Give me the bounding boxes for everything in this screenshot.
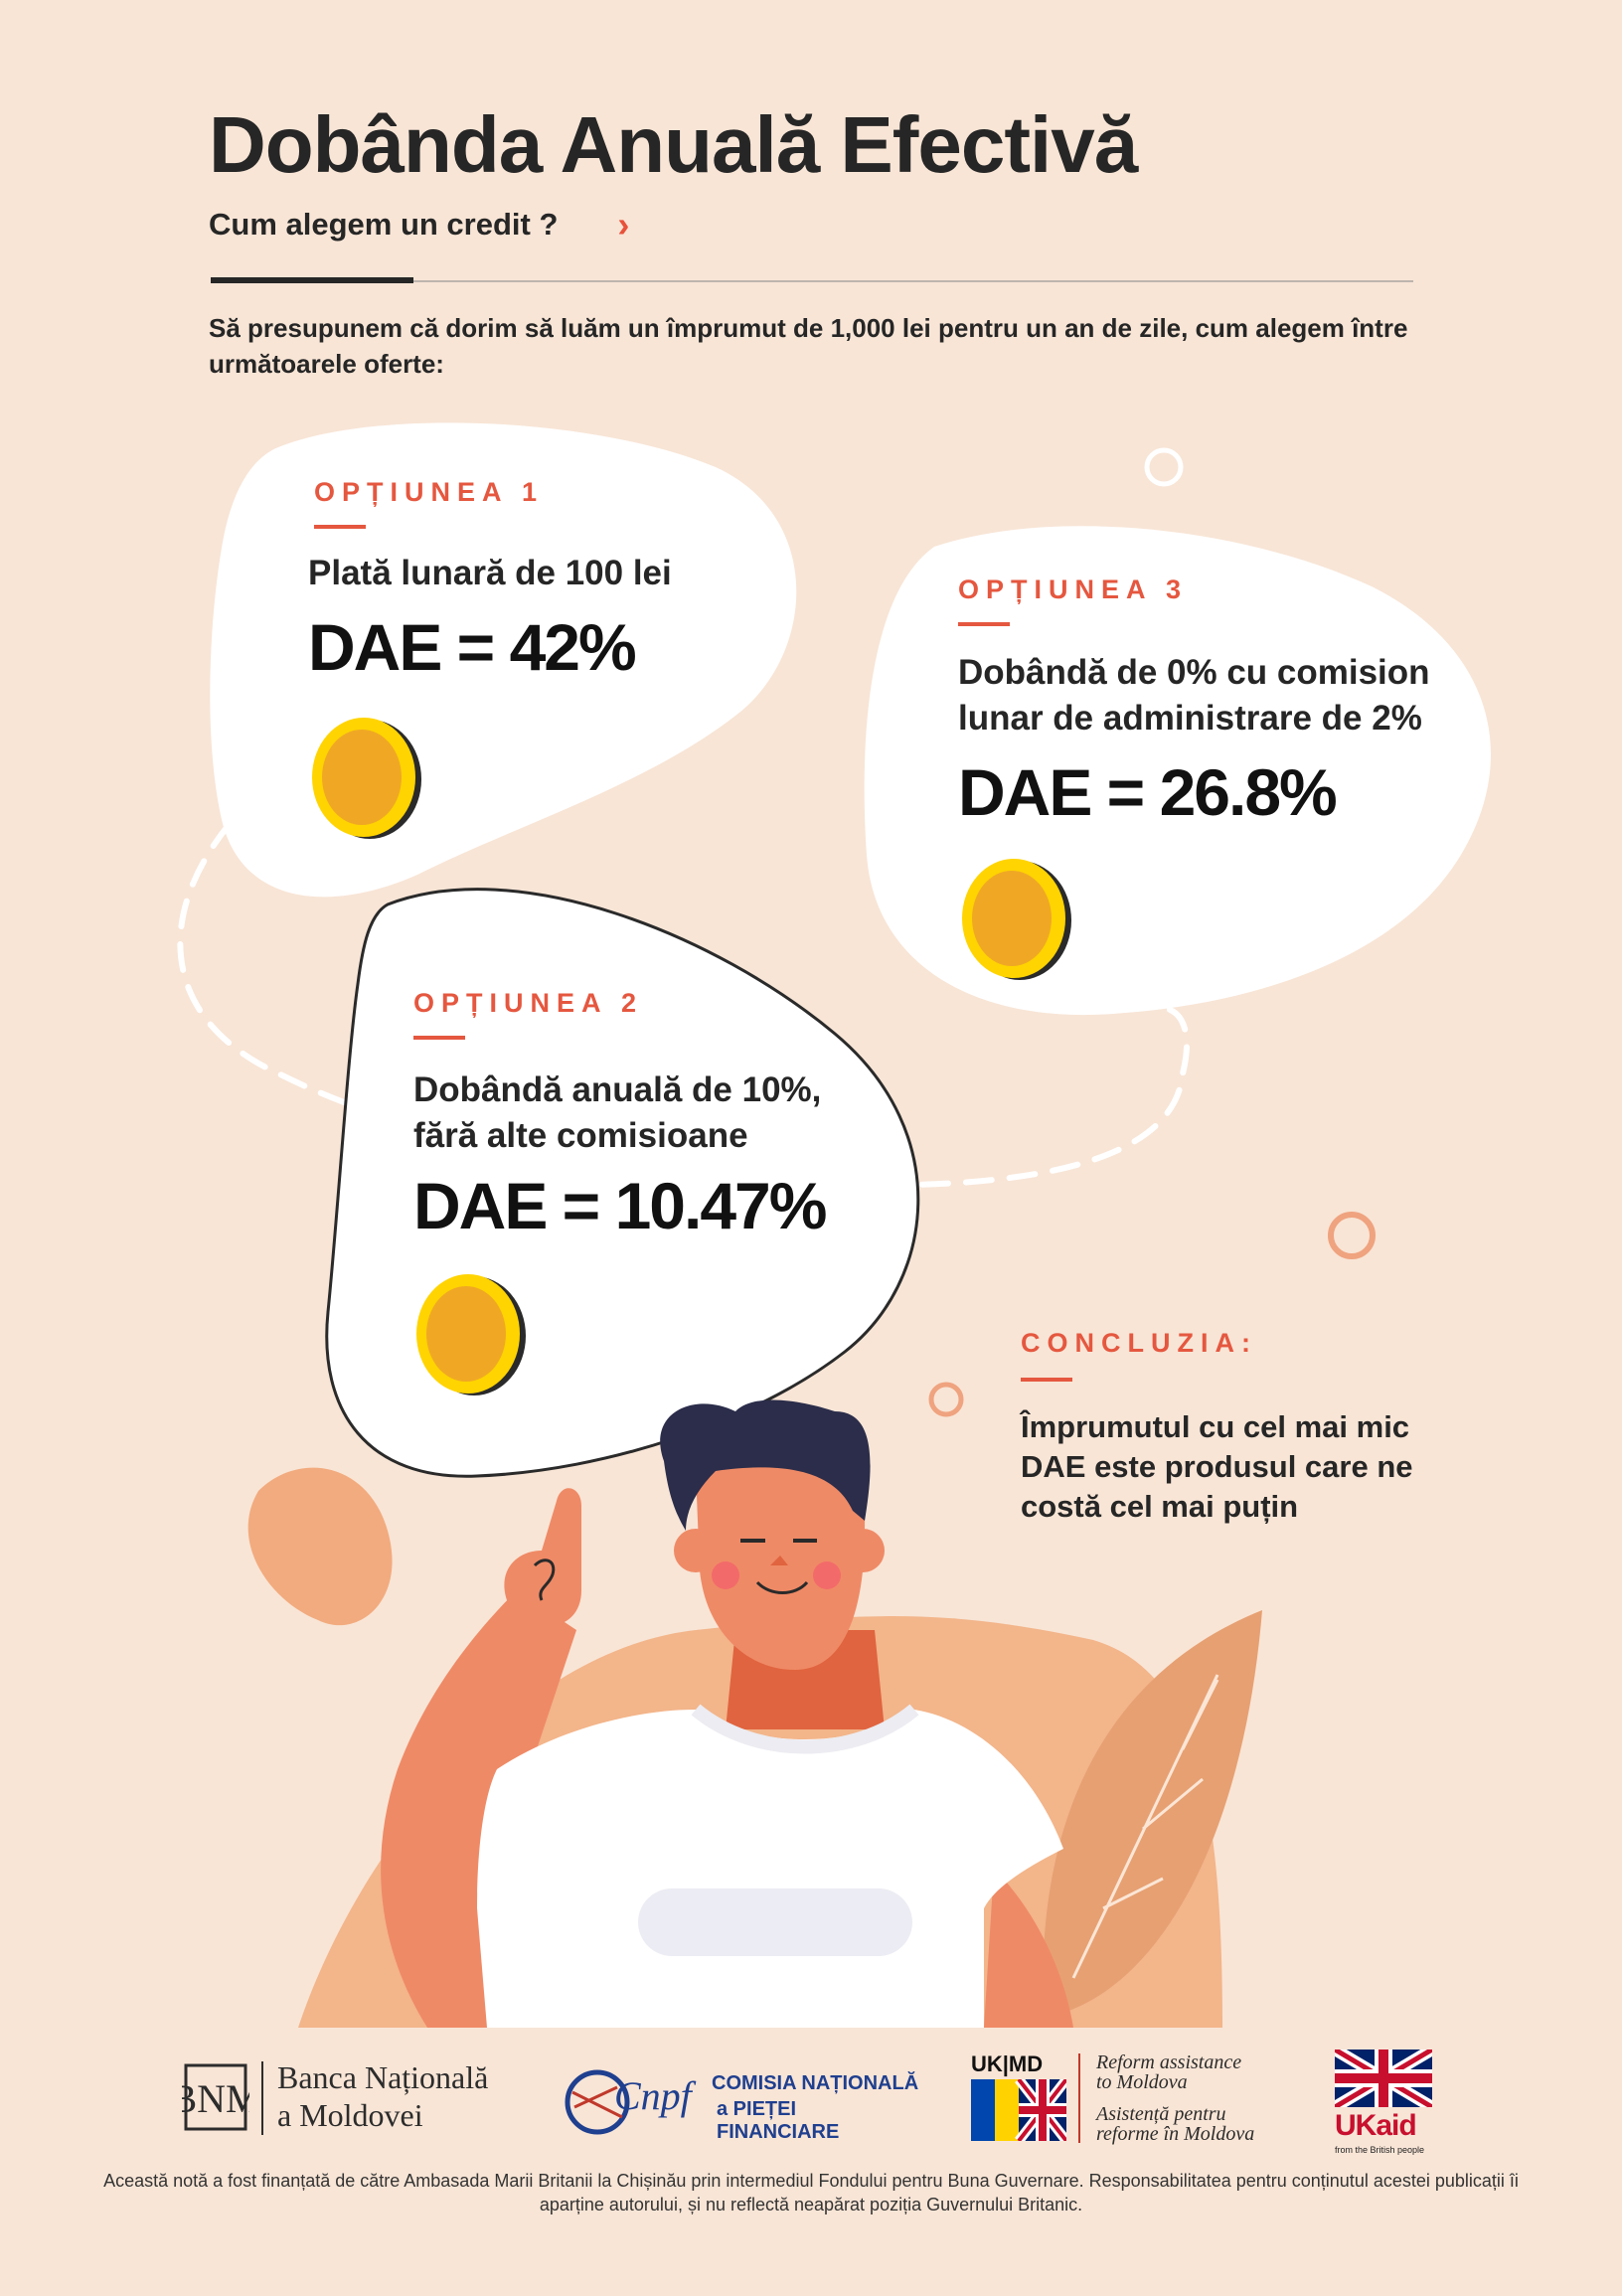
coin-icon (416, 1274, 526, 1395)
coin-icon (312, 718, 421, 839)
ukaid-mark: UKaid (1335, 2109, 1417, 2142)
ukmd-line-4: reforme în Moldova (1096, 2123, 1255, 2145)
footer-note: Această notă a fost finanțată de către A… (103, 2171, 1519, 2214)
conclusion-line-3: costă cel mai puțin (1021, 1489, 1299, 1524)
option-1-accent (314, 525, 366, 529)
option-1-dae: DAE = 42% (308, 610, 637, 684)
option-1-label: OPȚIUNEA 1 (314, 477, 545, 507)
option-2-label: OPȚIUNEA 2 (413, 988, 644, 1018)
option-1-description: Plată lunară de 100 lei (308, 554, 672, 592)
logo-bnm: BNM Banca Națională a Moldovei (182, 2057, 520, 2137)
option-2-description-line-1: Dobândă anuală de 10%, (413, 1070, 822, 1109)
deco-circle (1144, 447, 1184, 487)
ukaid-tagline: from the British people (1335, 2145, 1425, 2155)
conclusion-accent (1021, 1378, 1072, 1382)
deco-circle (928, 1382, 964, 1417)
ukmd-line-3: Asistență pentru (1096, 2103, 1226, 2125)
uk-md-flag-icon (971, 2079, 1066, 2141)
cnpf-globe-icon (565, 2069, 630, 2135)
uk-flag-icon (1335, 2050, 1432, 2107)
cnpf-line-1: COMISIA NAȚIONALĂ (712, 2072, 919, 2094)
cnpf-mark: Cnpf (614, 2073, 692, 2118)
ukmd-line-1: Reform assistance (1096, 2051, 1242, 2073)
option-3-description-line-1: Dobândă de 0% cu comision (958, 653, 1430, 692)
hair-shape (660, 1399, 871, 1531)
option-3-label: OPȚIUNEA 3 (958, 574, 1189, 604)
logo-ukaid: UKaid from the British people (1335, 2050, 1434, 2159)
ukmd-line-2: to Moldova (1096, 2071, 1188, 2093)
conclusion-line-2: DAE este produsul care ne (1021, 1449, 1413, 1484)
header-divider-accent (211, 277, 413, 283)
conclusion-line-1: Împrumutul cu cel mai mic (1021, 1409, 1410, 1444)
page-title: Dobânda Anuală Efectivă (209, 100, 1138, 189)
bnm-line-1: Banca Națională (277, 2059, 489, 2095)
option-2-description-line-2: fără alte comisioane (413, 1116, 748, 1155)
coin-icon (962, 859, 1071, 980)
conclusion-label: CONCLUZIA: (1021, 1328, 1257, 1358)
logo-ukmd: UK|MD Reform assistance to Moldova Asist… (969, 2050, 1297, 2149)
ukmd-divider (1078, 2053, 1080, 2143)
option-3-accent (958, 622, 1010, 626)
deco-circle (1328, 1212, 1376, 1259)
bnm-monogram-icon: BNM (182, 2063, 249, 2131)
ukmd-mark: UK|MD (971, 2051, 1044, 2076)
peach-blob (247, 1467, 393, 1626)
cnpf-line-2: a PIEȚEI FINANCIARE (717, 2098, 840, 2143)
chevron-right-icon: › (617, 204, 630, 245)
header-divider (211, 280, 1413, 282)
option-3-description-line-2: lunar de administrare de 2% (958, 699, 1422, 738)
page-subtitle: Cum alegem un credit ? (209, 207, 559, 242)
logo-cnpf: Cnpf COMISIA NAȚIONALĂ a PIEȚEI FINANCIA… (563, 2062, 920, 2143)
subtitle-row: Cum alegem un credit ? › (209, 207, 629, 243)
bnm-divider (261, 2061, 263, 2135)
option-3-dae: DAE = 26.8% (958, 755, 1338, 829)
option-2-accent (413, 1036, 465, 1040)
intro-text: Să presupunem că dorim să luăm un împrum… (209, 313, 1408, 379)
bnm-monogram: BNM (182, 2076, 249, 2121)
bnm-line-2: a Moldovei (277, 2097, 423, 2133)
option-2-dae: DAE = 10.47% (413, 1169, 827, 1242)
